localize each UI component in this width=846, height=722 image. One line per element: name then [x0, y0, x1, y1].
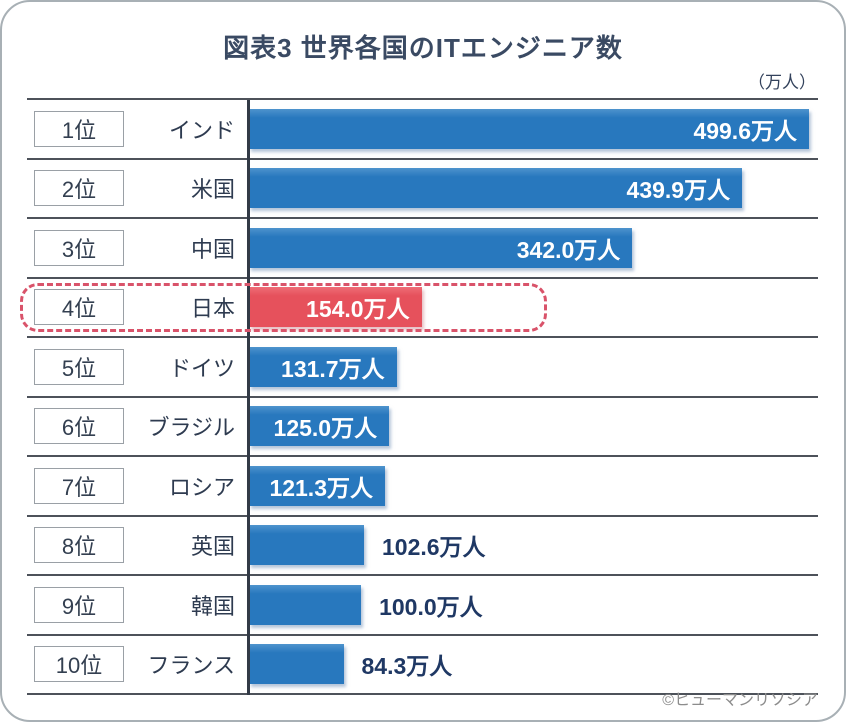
chart-row: 4位 日本 154.0万人	[20, 279, 818, 338]
value-bar: 131.7万人	[249, 346, 397, 387]
value-label-inside: 131.7万人	[281, 355, 385, 382]
value-bar: 154.0万人	[249, 287, 422, 328]
chart-row: 2位 米国 439.9万人	[27, 160, 818, 219]
country-label: 英国	[190, 534, 235, 560]
bar-area: 100.0万人	[249, 584, 818, 625]
rank-badge: 1位	[34, 110, 124, 147]
country-label: ロシア	[168, 474, 235, 500]
rank-badge: 5位	[34, 348, 124, 385]
rank-badge: 8位	[34, 527, 124, 564]
bar-area: 499.6万人	[249, 108, 818, 149]
chart-row: 9位 韓国 100.0万人	[27, 576, 818, 636]
value-label-inside: 154.0万人	[306, 296, 410, 323]
bar-area: 125.0万人	[249, 406, 818, 447]
value-label-inside: 121.3万人	[269, 474, 373, 501]
value-bar	[249, 525, 364, 566]
country-label: ブラジル	[147, 415, 235, 441]
bar-chart: 1位 インド 499.6万人 2位 米国 439.9万人 3位 中国 342.0…	[20, 98, 818, 695]
rank-badge: 2位	[34, 170, 124, 207]
rank-badge: 7位	[34, 467, 124, 504]
rank-badge: 3位	[34, 229, 124, 266]
country-label: 韓国	[190, 593, 235, 619]
bar-area: 439.9万人	[249, 168, 818, 209]
value-label-inside: 125.0万人	[273, 415, 378, 442]
value-bar: 499.6万人	[249, 108, 809, 149]
chart-rows: 1位 インド 499.6万人 2位 米国 439.9万人 3位 中国 342.0…	[20, 100, 818, 695]
bar-area: 102.6万人	[249, 525, 818, 566]
rank-badge: 4位	[34, 289, 124, 326]
country-label: フランス	[147, 653, 235, 679]
chart-row: 10位 フランス 84.3万人	[27, 636, 818, 695]
value-bar: 121.3万人	[249, 465, 385, 506]
chart-title: 図表3 世界各国のITエンジニア数	[223, 33, 623, 63]
value-label-outside: 100.0万人	[379, 593, 483, 620]
chart-row: 5位 ドイツ 131.7万人	[27, 338, 818, 398]
bar-area: 121.3万人	[249, 465, 818, 506]
value-bar: 439.9万人	[249, 168, 743, 209]
bar-area: 84.3万人	[249, 644, 818, 685]
value-label-inside: 499.6万人	[693, 117, 797, 144]
value-bar: 342.0万人	[249, 227, 633, 268]
country-label: インド	[168, 117, 235, 143]
chart-row: 6位 ブラジル 125.0万人	[27, 398, 818, 457]
value-bar	[249, 584, 362, 625]
unit-label: （万人）	[748, 73, 816, 92]
value-label-inside: 342.0万人	[516, 236, 621, 263]
country-label: 日本	[190, 296, 235, 322]
value-bar: 125.0万人	[249, 406, 390, 447]
rank-badge: 10位	[34, 646, 124, 683]
y-axis-line	[247, 100, 250, 695]
value-bar	[249, 644, 344, 685]
chart-row: 1位 インド 499.6万人	[27, 100, 818, 160]
bar-area: 131.7万人	[249, 346, 818, 387]
chart-row: 7位 ロシア 121.3万人	[27, 457, 818, 517]
value-label-inside: 439.9万人	[626, 177, 731, 204]
country-label: 中国	[190, 236, 235, 262]
value-label-outside: 102.6万人	[382, 534, 486, 561]
chart-row: 8位 英国 102.6万人	[27, 517, 818, 576]
rank-badge: 9位	[34, 586, 124, 623]
chart-row: 3位 中国 342.0万人	[27, 219, 818, 279]
bar-area: 342.0万人	[249, 227, 818, 268]
value-label-outside: 84.3万人	[361, 653, 453, 680]
country-label: ドイツ	[168, 355, 235, 381]
bar-area: 154.0万人	[249, 287, 818, 328]
rank-badge: 6位	[34, 408, 124, 445]
country-label: 米国	[190, 177, 235, 203]
copyright-credit: ©ヒューマンリソシア	[662, 692, 818, 709]
